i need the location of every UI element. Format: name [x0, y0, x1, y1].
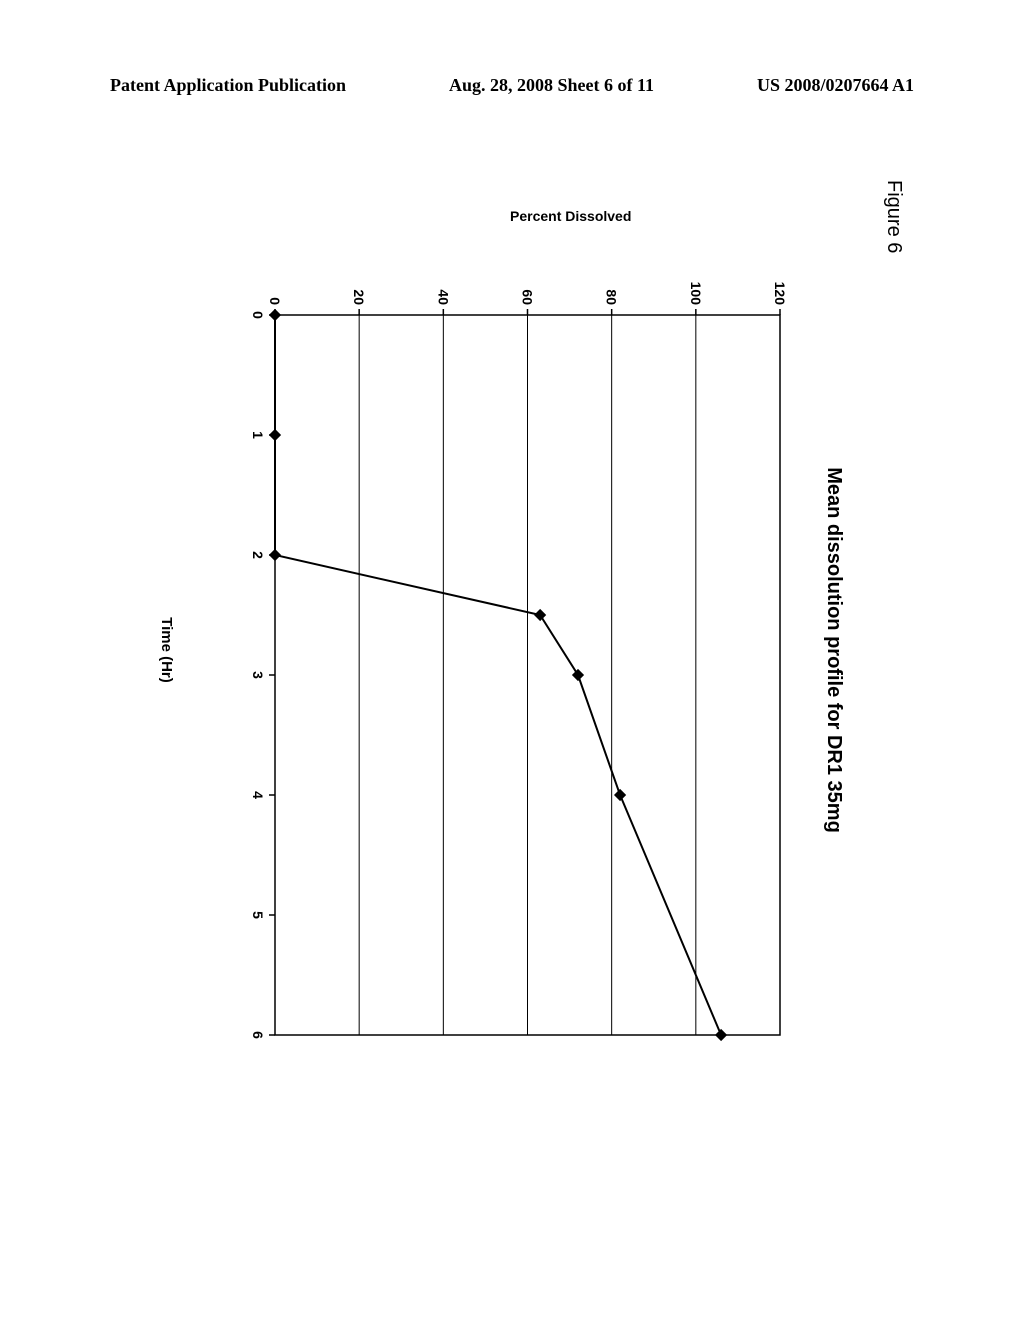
y-axis-label: Percent Dissolved [510, 208, 631, 224]
svg-text:120: 120 [772, 282, 788, 306]
svg-text:0: 0 [267, 297, 283, 305]
svg-text:4: 4 [250, 791, 266, 799]
header-right: US 2008/0207664 A1 [757, 75, 914, 96]
svg-text:100: 100 [688, 282, 704, 306]
figure-rotated-wrap: Figure 6 Mean dissolution profile for DR… [90, 170, 920, 1130]
page: Patent Application Publication Aug. 28, … [0, 0, 1024, 1320]
svg-text:60: 60 [520, 289, 536, 305]
header-center: Aug. 28, 2008 Sheet 6 of 11 [449, 75, 654, 96]
patent-header: Patent Application Publication Aug. 28, … [0, 75, 1024, 96]
chart-title: Mean dissolution profile for DR1 35mg [822, 170, 845, 1130]
svg-text:20: 20 [351, 289, 367, 305]
svg-text:0: 0 [250, 311, 266, 319]
chart-svg: 0 20 40 60 80 100 120 0 1 2 3 4 5 6 [230, 270, 790, 1050]
header-left: Patent Application Publication [110, 75, 346, 96]
figure-label: Figure 6 [882, 180, 905, 253]
svg-text:80: 80 [604, 289, 620, 305]
svg-text:2: 2 [250, 551, 266, 559]
svg-text:3: 3 [250, 671, 266, 679]
svg-text:1: 1 [250, 431, 266, 439]
figure-region: Figure 6 Mean dissolution profile for DR… [90, 170, 920, 1130]
x-axis-label: Time (Hr) [158, 170, 175, 1130]
svg-text:5: 5 [250, 911, 266, 919]
chart-plot: 0 20 40 60 80 100 120 0 1 2 3 4 5 6 [230, 270, 790, 1050]
svg-text:6: 6 [250, 1031, 266, 1039]
svg-text:40: 40 [435, 289, 451, 305]
